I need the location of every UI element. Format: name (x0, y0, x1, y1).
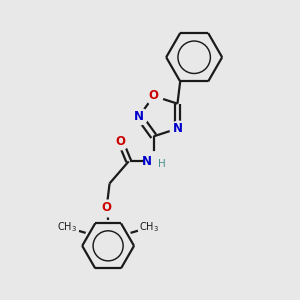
Text: O: O (149, 89, 159, 103)
Text: H: H (158, 159, 166, 169)
Text: O: O (102, 201, 112, 214)
Text: O: O (116, 135, 125, 148)
Text: N: N (134, 110, 143, 123)
Text: CH$_3$: CH$_3$ (139, 221, 159, 235)
Text: N: N (173, 122, 183, 135)
Text: CH$_3$: CH$_3$ (57, 221, 77, 235)
Text: N: N (142, 155, 152, 168)
